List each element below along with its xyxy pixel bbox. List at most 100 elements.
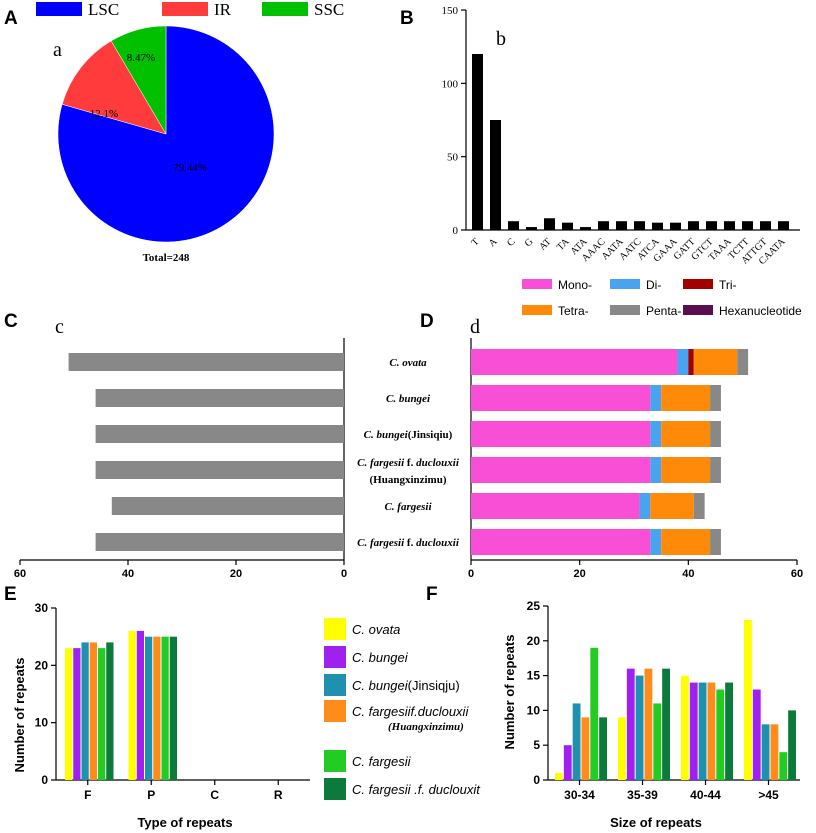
b-bar-taaa bbox=[724, 221, 735, 230]
d-bar-segment-penta-5 bbox=[710, 529, 721, 555]
category-label-part: (Jinsiqiu) bbox=[408, 429, 453, 441]
d-legend-swatch-hexanucleotide bbox=[683, 305, 713, 315]
bar-chart-f: 0 5 10 15 20 25 30-34 35-39 40-44 >45 bbox=[527, 599, 800, 802]
d-bar-segment-tri-0 bbox=[688, 349, 694, 375]
category-label-part: duclouxii bbox=[416, 457, 460, 469]
category-label-part: C. bungei bbox=[364, 429, 409, 441]
d-legend-swatch-mono bbox=[522, 279, 552, 289]
e-bar-c-fargesiif-duclouxii-huangxinzimu-f bbox=[89, 642, 97, 780]
category-label-part: f. bbox=[404, 537, 416, 549]
f-bar-c-bungei-40-44 bbox=[689, 682, 698, 780]
b-bar-atca bbox=[652, 222, 663, 230]
f-bar-c-fargesiif-duclouxii-huangxinzimu-35-39 bbox=[644, 668, 653, 780]
d-bar-segment-di-1 bbox=[650, 385, 662, 411]
b-y-tick-label: 100 bbox=[442, 78, 459, 90]
d-bar-segment-tetra-1 bbox=[661, 385, 711, 411]
e-bar-c-fargesii-f-duclouxit-f bbox=[106, 642, 114, 780]
e-legend-label-c-fargesii-f-duclouxit: C. fargesii .f. duclouxit bbox=[352, 782, 481, 797]
d-bar-segment-mono-2 bbox=[471, 421, 651, 447]
b-bar-a bbox=[490, 120, 501, 230]
e-legend-swatch-c-bungei bbox=[324, 646, 346, 668]
f-bar-c-fargesii-f-duclouxit-45 bbox=[788, 710, 796, 780]
f-bar-c-fargesii-f-duclouxit-35-39 bbox=[662, 668, 670, 780]
c-x-tick-label: 0 bbox=[341, 568, 347, 580]
d-bar-segment-tetra-3 bbox=[661, 457, 711, 483]
f-y-tick-label: 25 bbox=[527, 599, 541, 613]
pie-slice-ir bbox=[61, 40, 167, 135]
e-bar-c-bungei-jinsiqju-p bbox=[145, 636, 153, 780]
sublabel-b: b bbox=[496, 28, 506, 50]
category-label-part: f. bbox=[404, 457, 416, 469]
sublabel-d: d bbox=[470, 316, 480, 338]
b-bar-g bbox=[526, 227, 537, 230]
category-label-0: C. ovata bbox=[389, 357, 427, 369]
f-y-axis-title: Number of repeats bbox=[502, 635, 517, 750]
pie-value-label-ir: 12.1% bbox=[90, 108, 118, 120]
category-label-1: C. bungei bbox=[386, 393, 431, 405]
d-legend-label-mono: Mono- bbox=[558, 278, 592, 292]
b-bar-tctt bbox=[742, 221, 753, 230]
e-x-tick-label-p: P bbox=[147, 788, 155, 802]
d-bar-segment-penta-0 bbox=[737, 349, 749, 375]
d-legend-swatch-penta bbox=[610, 305, 640, 315]
f-bar-c-fargesiif-duclouxii-huangxinzimu-30-34 bbox=[581, 717, 590, 780]
c-bar-c-bungei-jinsiqiu bbox=[95, 425, 344, 443]
category-label-part: C. bungei bbox=[386, 393, 431, 405]
f-y-tick-label: 20 bbox=[527, 634, 541, 648]
panel-label-f: F bbox=[426, 584, 438, 605]
f-x-axis-title: Size of repeats bbox=[610, 815, 702, 830]
category-label-part: C. fargesii bbox=[384, 501, 432, 513]
b-bar-aata bbox=[616, 221, 627, 230]
f-y-tick-label: 5 bbox=[533, 738, 540, 752]
d-legend-label-hexanucleotide: Hexanucleotide bbox=[719, 304, 802, 318]
e-x-axis-title: Type of repeats bbox=[137, 815, 232, 830]
d-legend-label-tetra: Tetra- bbox=[558, 304, 589, 318]
d-bar-segment-di-2 bbox=[650, 421, 662, 447]
f-bar-c-bungei-45 bbox=[752, 689, 761, 780]
e-y-tick-label: 10 bbox=[35, 716, 49, 730]
d-bar-segment-di-5 bbox=[650, 529, 662, 555]
b-bar-gaaa bbox=[670, 222, 681, 230]
f-y-tick-label: 10 bbox=[527, 703, 541, 717]
panel-label-b: B bbox=[400, 8, 414, 29]
e-x-tick-label-f: F bbox=[84, 788, 91, 802]
f-bar-c-bungei-jinsiqju-30-34 bbox=[572, 703, 581, 780]
legend-swatch-lsc bbox=[36, 2, 82, 16]
f-y-tick-label: 0 bbox=[533, 773, 540, 787]
c-bar-c-fargesii-f-duclouxii-huangxinzimu bbox=[95, 461, 344, 479]
e-bar-c-fargesii-f-duclouxit-p bbox=[169, 636, 177, 780]
e-legend-label-part: C. bungei bbox=[352, 678, 409, 693]
b-bar-at bbox=[544, 218, 555, 230]
category-label-huangxinzimu-line2: (Huangxinzimu) bbox=[369, 474, 446, 486]
d-bar-segment-di-0 bbox=[677, 349, 689, 375]
e-legend-swatch-c-bungei-jinsiqju bbox=[324, 674, 346, 696]
b-x-tick-label-g: G bbox=[523, 236, 536, 249]
legend-swatch-ssc bbox=[262, 2, 308, 16]
d-x-tick-label: 0 bbox=[468, 568, 474, 580]
f-bar-c-fargesii-f-duclouxit-30-34 bbox=[599, 717, 607, 780]
e-bar-c-bungei-f bbox=[73, 648, 81, 780]
d-bar-segment-tetra-0 bbox=[693, 349, 738, 375]
e-legend-label-part: C. ovata bbox=[352, 622, 400, 637]
b-bar-c bbox=[508, 221, 519, 230]
d-bar-segment-mono-3 bbox=[471, 457, 651, 483]
d-bar-segment-penta-2 bbox=[710, 421, 721, 447]
d-legend-swatch-tri bbox=[683, 279, 713, 289]
e-y-tick-label: 20 bbox=[35, 658, 49, 672]
pie-value-label-ssc: 8.47% bbox=[127, 52, 155, 64]
f-bar-c-ovata-40-44 bbox=[681, 675, 689, 780]
e-legend-label-c-ovata: C. ovata bbox=[352, 622, 400, 637]
e-bar-c-fargesii-p bbox=[161, 636, 169, 780]
b-bar-ata bbox=[580, 227, 591, 230]
f-bar-c-fargesii-30-34 bbox=[590, 647, 599, 780]
b-bar-t bbox=[472, 54, 483, 230]
e-legend-label-part: (Jinsiqju) bbox=[408, 678, 460, 693]
d-bar-segment-tetra-2 bbox=[661, 421, 711, 447]
b-x-tick-label-c: C bbox=[505, 236, 518, 249]
pie-total-label: Total=248 bbox=[143, 252, 190, 264]
f-y-tick-label: 15 bbox=[527, 669, 541, 683]
e-y-tick-label: 0 bbox=[41, 773, 48, 787]
d-bar-segment-di-3 bbox=[650, 457, 662, 483]
e-y-tick-label: 30 bbox=[35, 601, 49, 615]
